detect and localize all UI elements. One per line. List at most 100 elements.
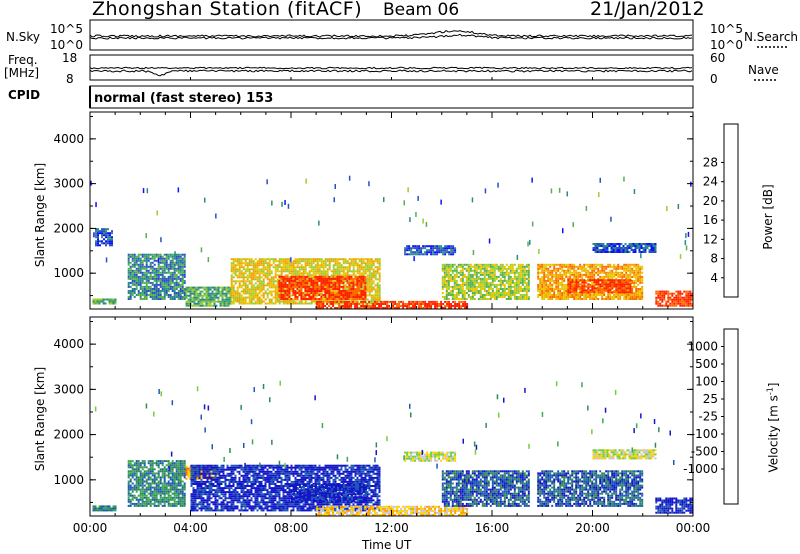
echo-cell — [346, 262, 349, 265]
echo-cell — [597, 287, 600, 290]
echo-cell — [163, 288, 166, 290]
echo-cell — [650, 247, 653, 249]
echo-cell — [153, 259, 156, 262]
echo-cell — [344, 300, 347, 303]
echo-cell — [602, 245, 605, 247]
echo-cell — [549, 281, 552, 284]
echo-cell — [611, 287, 614, 290]
echo-cell — [358, 260, 361, 263]
echo-cell — [286, 258, 289, 261]
echo-cell — [432, 251, 435, 254]
echo-cell — [618, 243, 621, 245]
echo-cell — [219, 290, 222, 293]
echo-cell — [372, 282, 375, 285]
echo-cell — [402, 307, 405, 309]
echo-cell — [495, 294, 498, 296]
echo-cell — [354, 270, 357, 273]
echo-cell — [324, 277, 327, 280]
echo-cell — [159, 294, 162, 296]
echo-cell — [203, 288, 206, 291]
echo-cell — [175, 273, 178, 276]
echo-cell — [569, 277, 572, 280]
echo-cell — [635, 292, 638, 294]
echo-cell — [545, 294, 548, 296]
echo-cell — [634, 247, 637, 249]
echo-cell — [426, 307, 429, 309]
echo-cell — [360, 264, 363, 267]
echo-cell — [290, 274, 293, 277]
echo-cell — [382, 307, 385, 309]
echo-cell — [318, 305, 321, 307]
echo-cell — [613, 267, 616, 270]
echo-cell — [569, 263, 572, 266]
echo-cell — [145, 275, 148, 278]
echo-cell — [262, 280, 265, 283]
echo-cell — [246, 258, 249, 261]
echo-cell — [517, 292, 520, 294]
echo-cell — [234, 264, 237, 267]
echo-cell — [593, 265, 596, 268]
echo-cell — [250, 276, 253, 279]
echo-cell — [370, 288, 373, 291]
echo-cell — [384, 303, 387, 305]
echo-cell — [338, 300, 341, 303]
echo-cell — [336, 302, 339, 305]
echo-cell — [312, 285, 315, 288]
echo-cell — [679, 294, 682, 297]
echo-cell — [244, 270, 247, 273]
echo-cell — [467, 283, 470, 286]
echo-cell — [628, 251, 631, 253]
echo-cell — [129, 294, 132, 296]
echo-cell — [368, 288, 371, 291]
echo-cell — [163, 269, 166, 272]
echo-cell — [549, 292, 552, 294]
echo-cell — [163, 257, 166, 260]
echo-cell — [278, 275, 281, 278]
echo-cell — [406, 253, 409, 256]
echo-cell — [501, 288, 504, 290]
echo-cell — [209, 300, 212, 303]
echo-cell — [292, 300, 295, 303]
echo-cell — [563, 294, 566, 296]
echo-cell — [322, 268, 325, 271]
echo-cell — [499, 292, 502, 294]
echo-cell — [280, 292, 283, 294]
echo-cell — [141, 267, 144, 270]
echo-cell — [304, 296, 307, 298]
echo-cell — [511, 285, 514, 288]
echo-cell — [374, 258, 377, 261]
echo-cell — [304, 260, 307, 263]
echo-cell — [525, 271, 528, 274]
echo-cell — [284, 270, 287, 273]
echo-cell — [298, 272, 301, 275]
echo-cell — [139, 263, 142, 266]
echo-cell — [622, 247, 625, 249]
echo-cell — [454, 305, 457, 307]
echo-cell — [103, 230, 105, 233]
echo-cell — [547, 298, 550, 300]
echo-cell — [270, 282, 273, 285]
echo-cell — [316, 288, 319, 290]
echo-cell — [306, 298, 309, 300]
echo-cell — [270, 270, 273, 273]
echo-cell — [469, 285, 472, 288]
echo-cell — [440, 307, 443, 309]
echo-cell — [597, 283, 600, 286]
echo-cell — [691, 302, 694, 305]
echo-cell — [426, 251, 429, 254]
echo-cell — [161, 269, 164, 272]
echo-cell — [467, 269, 470, 272]
echo-cell — [374, 266, 377, 269]
echo-cell — [246, 262, 249, 265]
echo-cell — [240, 298, 243, 301]
echo-cell — [334, 268, 337, 271]
echo-cell — [362, 305, 365, 307]
echo-cell — [515, 271, 518, 274]
echo-cell — [629, 294, 632, 296]
echo-cell — [105, 228, 107, 231]
echo-cell — [685, 300, 688, 303]
echo-cell — [607, 294, 610, 296]
echo-cell — [637, 288, 640, 290]
echo-cell — [109, 238, 111, 241]
echo-cell — [441, 267, 444, 270]
